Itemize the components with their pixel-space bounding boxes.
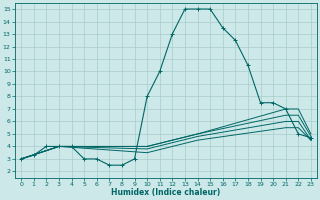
X-axis label: Humidex (Indice chaleur): Humidex (Indice chaleur) (111, 188, 221, 197)
